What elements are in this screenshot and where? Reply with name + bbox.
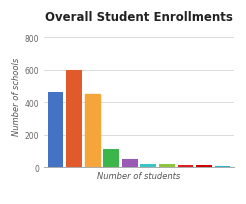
Y-axis label: Number of schools: Number of schools bbox=[12, 58, 21, 136]
Bar bbox=[159, 164, 175, 167]
Bar bbox=[66, 70, 82, 167]
X-axis label: Number of students: Number of students bbox=[97, 171, 181, 180]
Bar bbox=[103, 150, 119, 167]
Title: Overall Student Enrollments: Overall Student Enrollments bbox=[45, 11, 233, 24]
Bar bbox=[215, 166, 231, 167]
Bar bbox=[47, 93, 63, 167]
Bar bbox=[122, 159, 138, 167]
Bar bbox=[196, 166, 212, 167]
Bar bbox=[85, 94, 100, 167]
Bar bbox=[140, 164, 156, 167]
Bar bbox=[178, 165, 193, 167]
